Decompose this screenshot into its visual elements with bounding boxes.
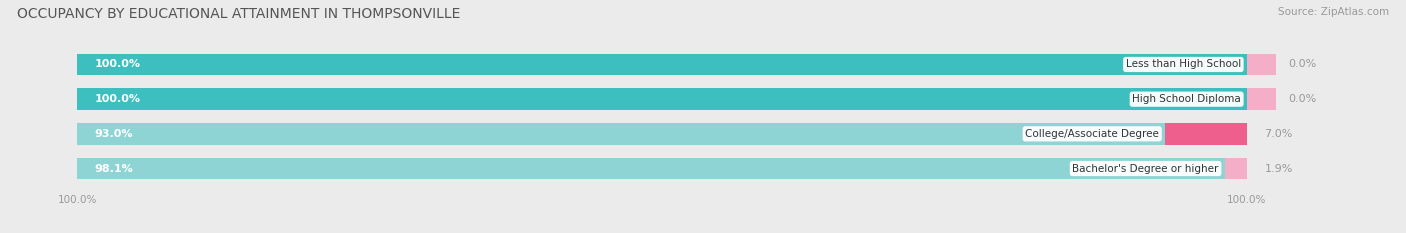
Text: 0.0%: 0.0% xyxy=(1288,94,1316,104)
Text: 93.0%: 93.0% xyxy=(94,129,134,139)
Bar xyxy=(1225,158,1247,179)
Text: High School Diploma: High School Diploma xyxy=(1132,94,1241,104)
Bar xyxy=(1247,88,1277,110)
Text: 7.0%: 7.0% xyxy=(1264,129,1292,139)
Text: College/Associate Degree: College/Associate Degree xyxy=(1025,129,1159,139)
Text: 0.0%: 0.0% xyxy=(1288,59,1316,69)
Text: 1.9%: 1.9% xyxy=(1264,164,1292,174)
Bar xyxy=(77,158,1225,179)
Text: OCCUPANCY BY EDUCATIONAL ATTAINMENT IN THOMPSONVILLE: OCCUPANCY BY EDUCATIONAL ATTAINMENT IN T… xyxy=(17,7,460,21)
Bar xyxy=(77,158,1247,179)
Bar xyxy=(77,54,1247,75)
Bar xyxy=(77,88,1247,110)
Text: Bachelor's Degree or higher: Bachelor's Degree or higher xyxy=(1073,164,1219,174)
Bar xyxy=(1166,123,1247,145)
Bar xyxy=(77,88,1247,110)
Text: Source: ZipAtlas.com: Source: ZipAtlas.com xyxy=(1278,7,1389,17)
Text: Less than High School: Less than High School xyxy=(1126,59,1241,69)
Bar xyxy=(1247,54,1277,75)
Text: 100.0%: 100.0% xyxy=(94,59,141,69)
Text: 100.0%: 100.0% xyxy=(94,94,141,104)
Text: 98.1%: 98.1% xyxy=(94,164,134,174)
Bar xyxy=(77,54,1247,75)
Bar xyxy=(77,123,1166,145)
Bar xyxy=(77,123,1247,145)
